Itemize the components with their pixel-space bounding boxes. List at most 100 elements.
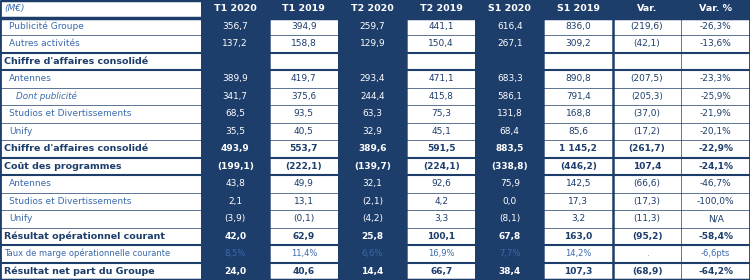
Text: N/A: N/A xyxy=(708,214,724,223)
Text: 11,4%: 11,4% xyxy=(291,249,317,258)
Bar xyxy=(338,17,406,35)
Text: 267,1: 267,1 xyxy=(497,39,523,48)
Bar xyxy=(406,210,476,227)
Text: -25,9%: -25,9% xyxy=(700,92,731,101)
Bar xyxy=(476,140,544,157)
Text: 890,8: 890,8 xyxy=(566,74,591,83)
Bar xyxy=(544,0,613,17)
Bar xyxy=(0,245,201,263)
Text: 836,0: 836,0 xyxy=(566,22,591,31)
Text: 13,1: 13,1 xyxy=(294,197,314,206)
Bar xyxy=(338,157,406,175)
Bar xyxy=(269,263,338,280)
Text: 163,0: 163,0 xyxy=(564,232,592,241)
Text: 35,5: 35,5 xyxy=(225,127,245,136)
Bar xyxy=(201,53,269,70)
Text: 375,6: 375,6 xyxy=(291,92,316,101)
Text: 3,2: 3,2 xyxy=(572,214,586,223)
Bar xyxy=(681,87,750,105)
Bar xyxy=(201,157,269,175)
Bar xyxy=(544,53,613,70)
Text: Var. %: Var. % xyxy=(699,4,732,13)
Text: 8,5%: 8,5% xyxy=(224,249,246,258)
Text: 131,8: 131,8 xyxy=(497,109,523,118)
Text: 14,2%: 14,2% xyxy=(566,249,592,258)
Text: .: . xyxy=(646,249,648,258)
Text: Chiffre d'affaires consolidé: Chiffre d'affaires consolidé xyxy=(4,144,148,153)
Bar xyxy=(0,210,201,227)
Text: 586,1: 586,1 xyxy=(497,92,522,101)
Bar xyxy=(406,175,476,193)
Bar xyxy=(0,35,201,53)
Bar xyxy=(201,140,269,157)
Text: Publicité Groupe: Publicité Groupe xyxy=(9,22,84,31)
Text: 66,7: 66,7 xyxy=(430,267,452,276)
Bar xyxy=(0,0,201,17)
Text: (0,1): (0,1) xyxy=(293,214,314,223)
Text: 25,8: 25,8 xyxy=(362,232,383,241)
Bar xyxy=(201,35,269,53)
Text: Coût des programmes: Coût des programmes xyxy=(4,162,122,171)
Text: 107,3: 107,3 xyxy=(564,267,592,276)
Bar xyxy=(201,210,269,227)
Bar xyxy=(613,227,681,245)
Bar xyxy=(681,175,750,193)
Bar xyxy=(406,17,476,35)
Text: Chiffre d'affaires consolidé: Chiffre d'affaires consolidé xyxy=(4,57,148,66)
Text: 158,8: 158,8 xyxy=(291,39,316,48)
Bar xyxy=(269,227,338,245)
Bar xyxy=(0,53,201,70)
Text: 107,4: 107,4 xyxy=(633,162,662,171)
Bar xyxy=(0,87,201,105)
Bar xyxy=(269,245,338,263)
Text: 244,4: 244,4 xyxy=(360,92,385,101)
Text: 683,3: 683,3 xyxy=(497,74,523,83)
Text: 16,9%: 16,9% xyxy=(428,249,454,258)
Bar xyxy=(681,193,750,210)
Bar xyxy=(544,17,613,35)
Text: S1 2019: S1 2019 xyxy=(557,4,600,13)
Bar xyxy=(0,175,201,193)
Text: 2,1: 2,1 xyxy=(228,197,242,206)
Bar xyxy=(201,87,269,105)
Text: (95,2): (95,2) xyxy=(632,232,662,241)
Bar xyxy=(476,123,544,140)
Bar xyxy=(613,53,681,70)
Bar xyxy=(406,193,476,210)
Text: Unify: Unify xyxy=(9,127,32,136)
Text: 38,4: 38,4 xyxy=(499,267,521,276)
Bar xyxy=(544,105,613,123)
Bar xyxy=(201,0,269,17)
Bar xyxy=(681,263,750,280)
Text: Antennes: Antennes xyxy=(9,179,52,188)
Bar xyxy=(406,35,476,53)
Bar xyxy=(338,87,406,105)
Text: Résultat opérationnel courant: Résultat opérationnel courant xyxy=(4,232,166,241)
Bar xyxy=(338,263,406,280)
Bar xyxy=(201,123,269,140)
Text: T1 2020: T1 2020 xyxy=(214,4,256,13)
Text: (66,6): (66,6) xyxy=(634,179,661,188)
Bar xyxy=(681,17,750,35)
Bar xyxy=(269,123,338,140)
Text: 7,7%: 7,7% xyxy=(499,249,520,258)
Text: Résultat net part du Groupe: Résultat net part du Groupe xyxy=(4,267,155,276)
Bar xyxy=(338,245,406,263)
Bar xyxy=(269,193,338,210)
Text: S1 2020: S1 2020 xyxy=(488,4,531,13)
Bar xyxy=(269,0,338,17)
Bar xyxy=(681,140,750,157)
Text: 1 145,2: 1 145,2 xyxy=(560,144,597,153)
Text: (219,6): (219,6) xyxy=(631,22,663,31)
Bar xyxy=(476,53,544,70)
Text: 68,5: 68,5 xyxy=(225,109,245,118)
Text: 93,5: 93,5 xyxy=(294,109,314,118)
Bar xyxy=(544,70,613,87)
Text: 40,6: 40,6 xyxy=(292,267,315,276)
Bar xyxy=(201,245,269,263)
Bar xyxy=(681,157,750,175)
Text: Var.: Var. xyxy=(637,4,657,13)
Text: 341,7: 341,7 xyxy=(223,92,248,101)
Text: 67,8: 67,8 xyxy=(499,232,521,241)
Bar xyxy=(681,210,750,227)
